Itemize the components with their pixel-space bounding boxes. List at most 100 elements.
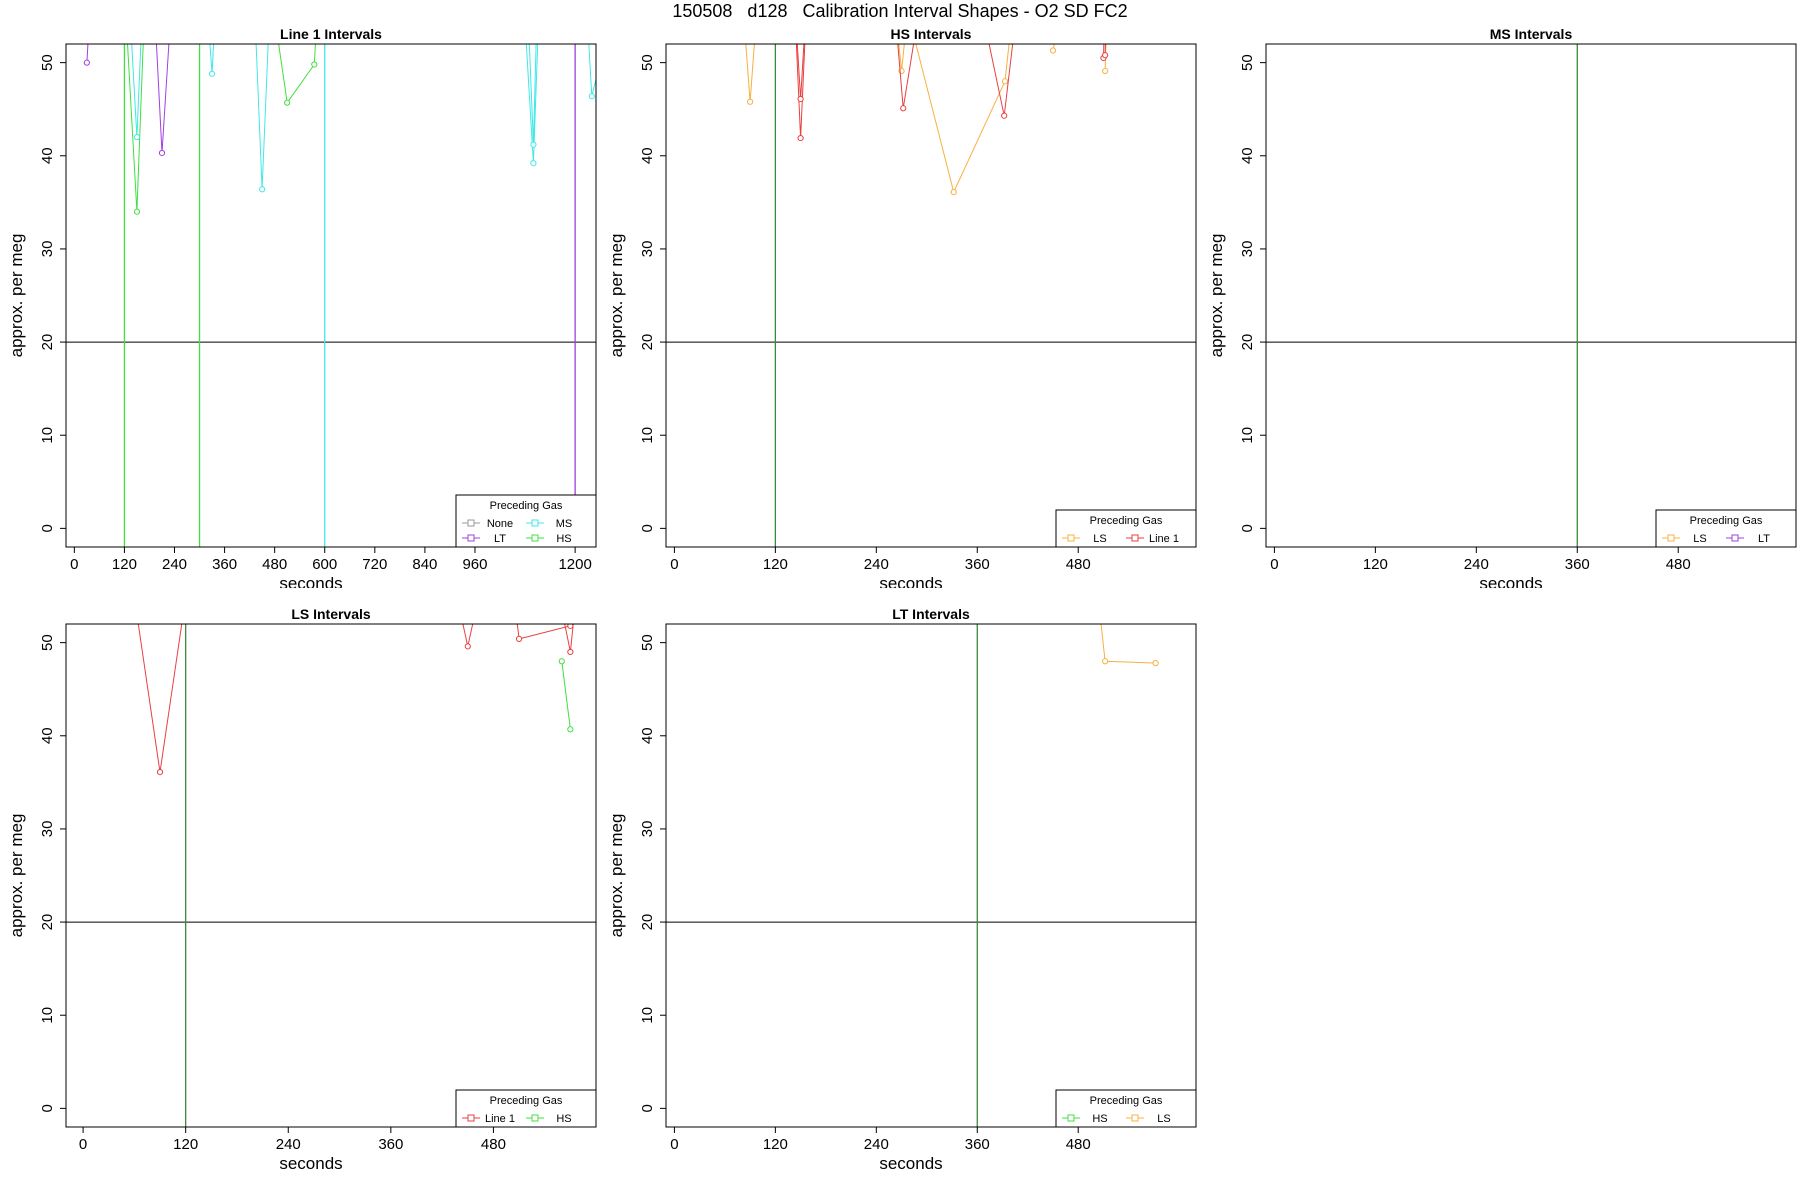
y-tick-label: 30	[39, 821, 56, 838]
legend-entry-label: HS	[556, 533, 571, 545]
y-tick-label: 30	[39, 241, 56, 258]
series-line	[745, 44, 755, 102]
data-point	[133, 134, 141, 141]
series-line	[462, 624, 474, 647]
x-tick-label: 840	[412, 556, 437, 573]
panel-title: LS Intervals	[291, 606, 371, 622]
data-point	[133, 208, 141, 215]
series-line	[516, 624, 572, 640]
x-tick-label: 0	[79, 1136, 87, 1153]
data-point	[900, 105, 907, 112]
legend-swatch-marker	[531, 519, 539, 527]
legend-swatch-marker	[467, 519, 475, 527]
data-point	[567, 648, 574, 656]
y-tick-label: 20	[639, 914, 656, 931]
series-line	[1052, 44, 1055, 51]
data-point	[588, 93, 595, 100]
y-tick-label: 10	[39, 427, 56, 444]
x-tick-label: 480	[481, 1136, 506, 1153]
x-tick-label: 0	[670, 1136, 678, 1153]
data-point	[1102, 52, 1109, 59]
x-axis-label: seconds	[879, 1154, 942, 1172]
data-point	[1001, 112, 1008, 119]
legend-entry-label: HS	[556, 1113, 571, 1125]
x-tick-label: 120	[763, 556, 788, 573]
series-line	[915, 44, 1010, 194]
data-point	[797, 134, 804, 142]
legend-swatch-marker	[1131, 1114, 1139, 1122]
panel-title: Line 1 Intervals	[280, 26, 382, 42]
x-tick-label: 120	[112, 556, 137, 573]
legend-entry-label: Line 1	[485, 1113, 515, 1125]
legend-swatch-marker	[467, 1114, 475, 1122]
y-tick-label: 50	[639, 54, 656, 71]
data-point	[530, 141, 537, 148]
x-tick-label: 240	[864, 556, 889, 573]
y-axis-label: approx. per meg	[7, 234, 26, 358]
y-tick-label: 40	[639, 147, 656, 164]
data-point	[208, 70, 216, 77]
data-point	[284, 99, 291, 106]
series-line	[1100, 624, 1156, 664]
x-tick-label: 720	[362, 556, 387, 573]
x-tick-label: 360	[1565, 556, 1590, 573]
data-point	[747, 98, 754, 105]
x-tick-label: 960	[462, 556, 487, 573]
x-tick-label: 240	[276, 1136, 301, 1153]
legend-title: Preceding Gas	[1090, 515, 1163, 527]
data-point	[1049, 47, 1057, 54]
legend-box	[1655, 509, 1797, 548]
legend-swatch-marker	[1067, 534, 1075, 542]
data-point	[311, 61, 318, 68]
data-point	[1001, 78, 1009, 85]
series-line	[897, 44, 915, 109]
series-line	[796, 44, 805, 100]
x-tick-label: 480	[1066, 556, 1091, 573]
data-point	[464, 643, 471, 650]
legend-entry-label: LS	[1693, 533, 1706, 545]
y-tick-label: 20	[1239, 334, 1256, 351]
x-tick-label: 360	[965, 1136, 990, 1153]
page-title: 150508 d128 Calibration Interval Shapes …	[672, 1, 1128, 21]
legend-entry-label: LS	[1157, 1113, 1170, 1125]
y-tick-label: 40	[39, 727, 56, 744]
y-tick-label: 50	[1239, 54, 1256, 71]
data-point	[259, 186, 266, 193]
y-tick-label: 10	[39, 1007, 56, 1024]
y-tick-label: 10	[639, 1007, 656, 1024]
series-line	[86, 44, 89, 63]
legend-swatch-marker	[531, 534, 539, 542]
legend-swatch-marker	[1131, 534, 1139, 542]
panel-title: MS Intervals	[1489, 26, 1573, 42]
data-point	[797, 95, 804, 103]
plot-frame	[665, 623, 1197, 1128]
y-tick-label: 20	[39, 914, 56, 931]
y-tick-label: 50	[639, 634, 656, 651]
series-line	[137, 624, 183, 773]
y-tick-label: 0	[1239, 524, 1256, 532]
plot-frame	[65, 623, 597, 1128]
series-line	[588, 44, 596, 97]
legend-swatch-marker	[531, 1114, 539, 1122]
panel-lt-intervals: LT Intervals 0 120 240 360 480 seconds 0 10 20 30…	[600, 606, 1200, 1172]
legend-swatch-marker	[467, 534, 475, 542]
data-point	[515, 635, 523, 643]
x-tick-label: 600	[312, 556, 337, 573]
data-point	[158, 149, 166, 157]
x-tick-label: 360	[212, 556, 237, 573]
series-line	[127, 44, 144, 212]
y-tick-label: 30	[1239, 241, 1256, 258]
data-point	[1102, 658, 1109, 665]
legend-swatch-marker	[1731, 534, 1739, 542]
y-tick-label: 10	[639, 427, 656, 444]
series-line	[155, 44, 170, 154]
x-tick-label: 0	[670, 556, 678, 573]
legend-entry-label: None	[487, 518, 513, 530]
x-tick-label: 360	[965, 556, 990, 573]
x-axis-label: seconds	[1479, 574, 1542, 588]
series-line	[209, 44, 215, 74]
y-tick-label: 50	[39, 634, 56, 651]
data-point	[1152, 660, 1159, 667]
y-axis-label: approx. per meg	[607, 234, 626, 358]
panel-title: LT Intervals	[892, 606, 970, 622]
